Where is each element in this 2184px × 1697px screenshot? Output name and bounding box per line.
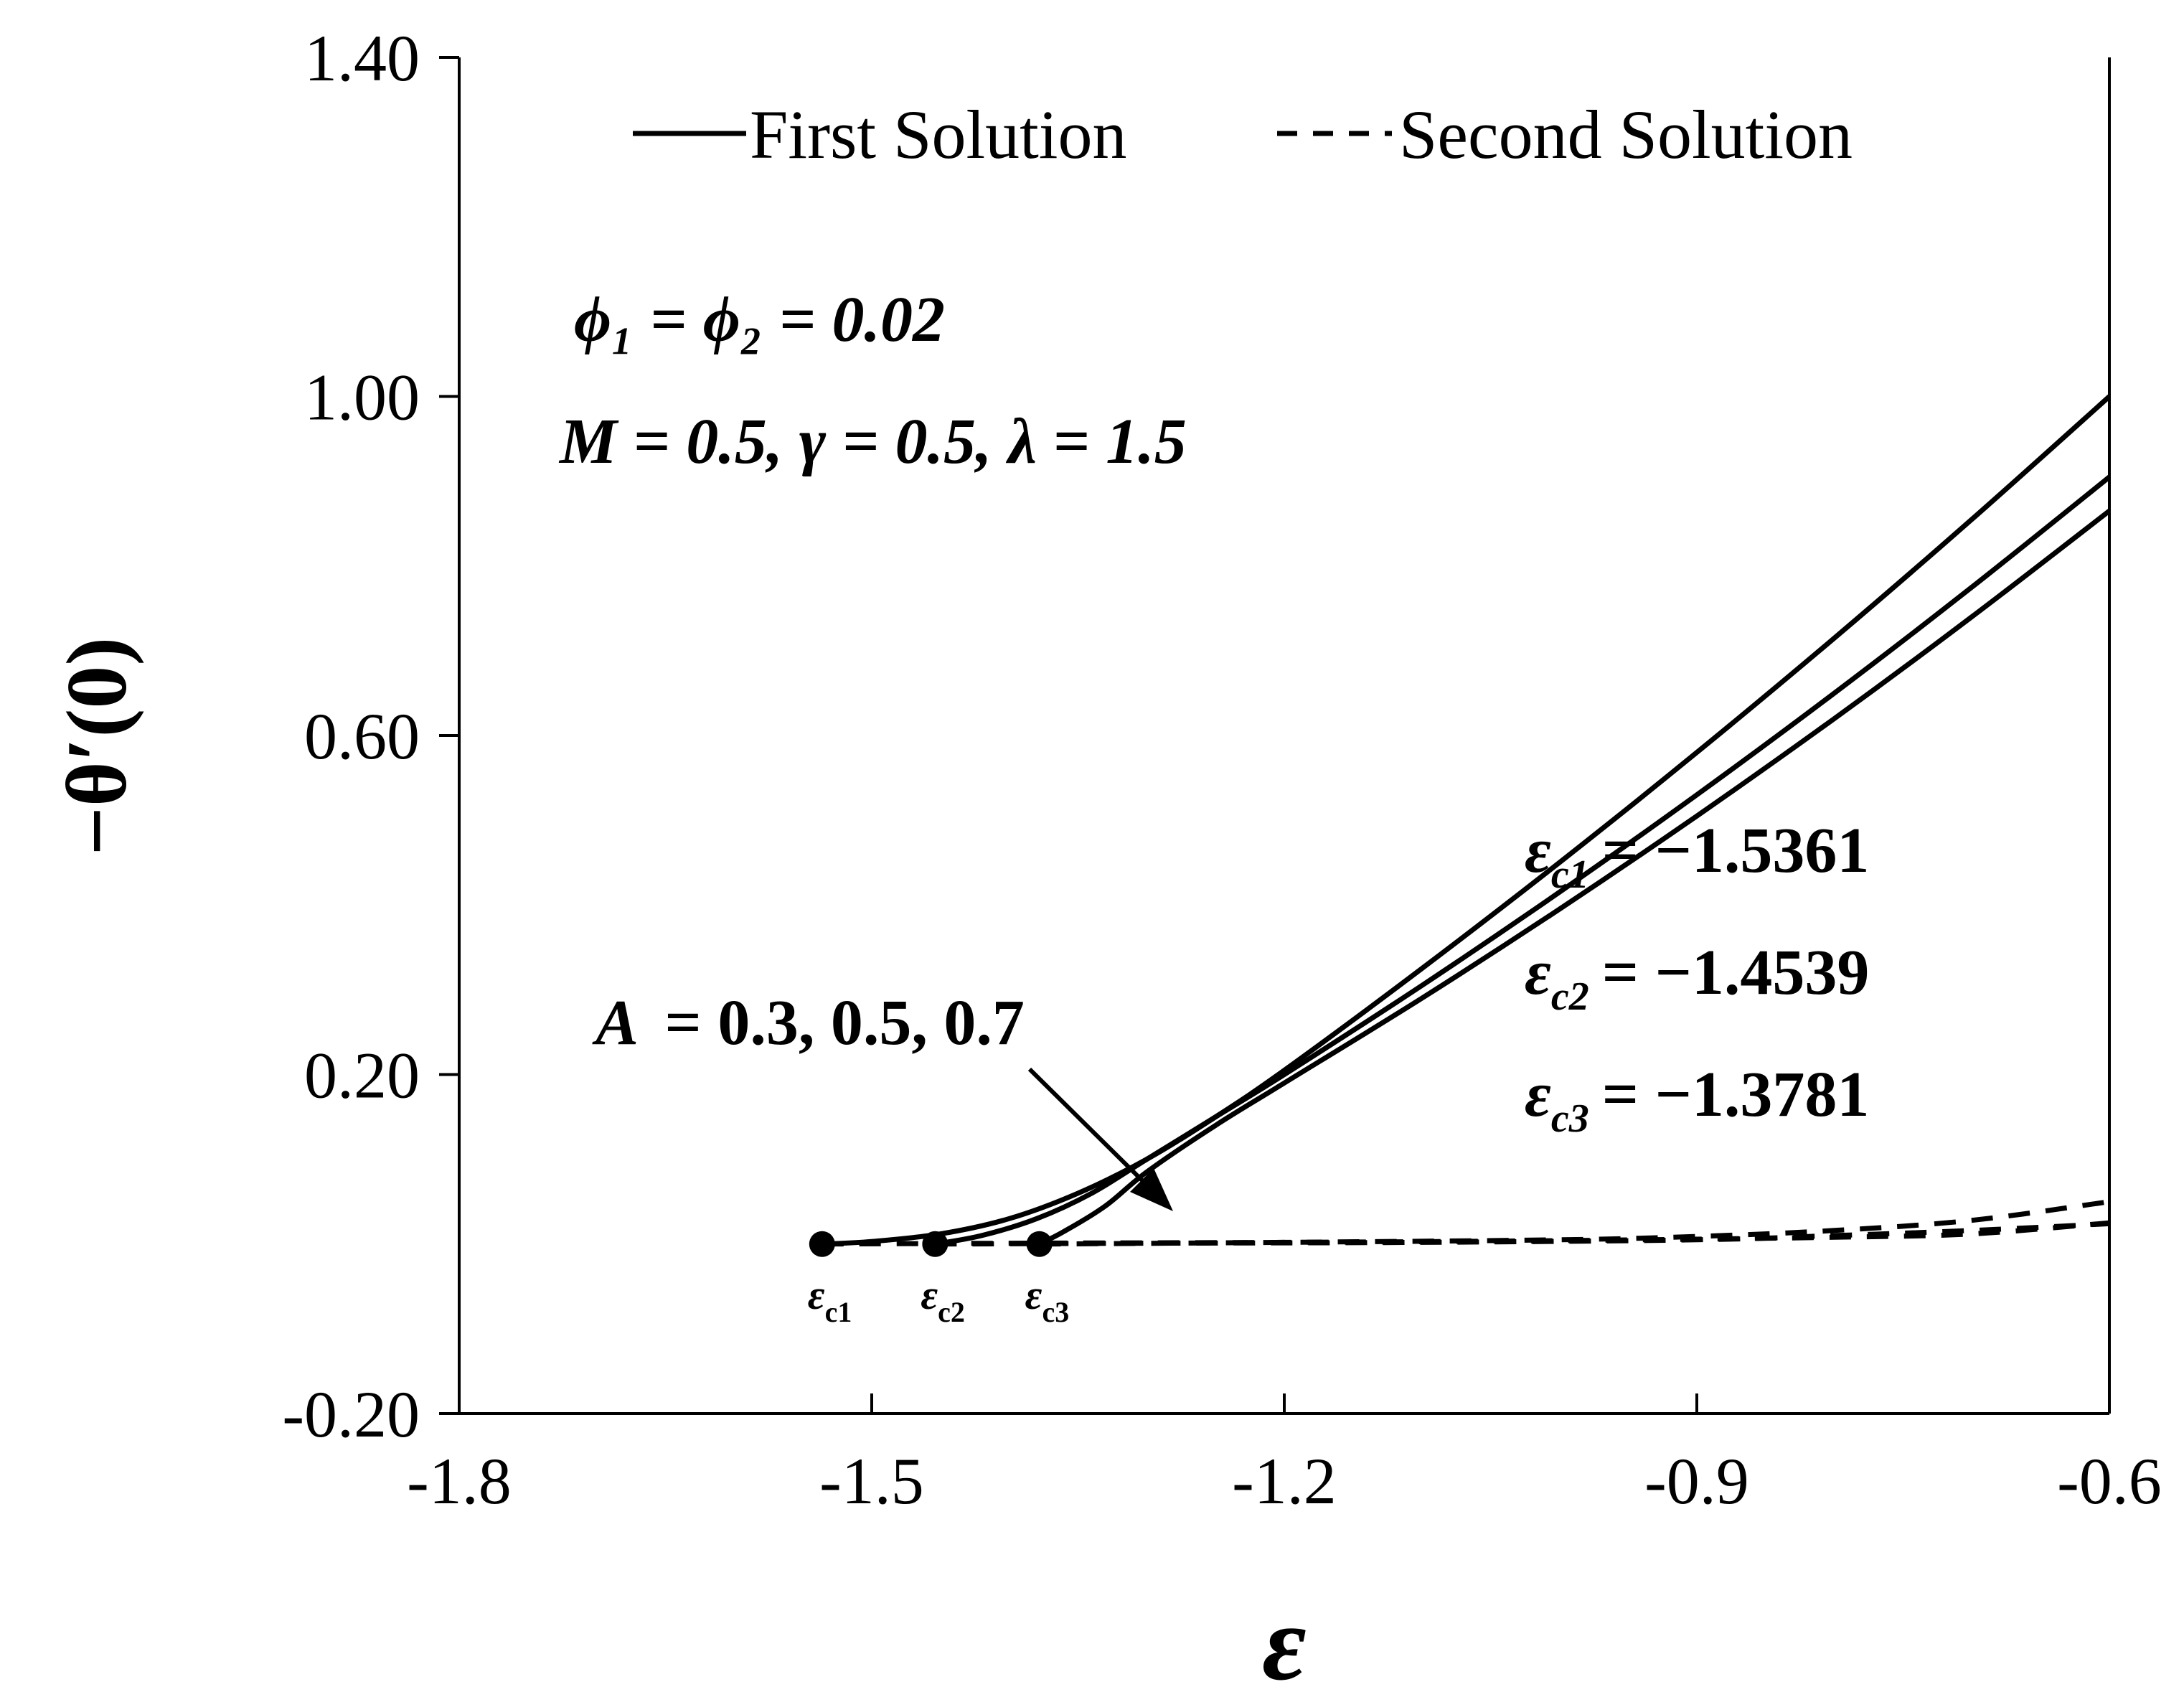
phi-annotation: ϕ₁ = ϕ₂ = 0.02 xyxy=(574,284,945,355)
critical-value-annotation: εc2 = −1.4539 xyxy=(1525,937,1869,1019)
x-tick-label: -1.5 xyxy=(819,1444,924,1518)
params-annotation: M = 0.5, γ = 0.5, λ = 1.5 xyxy=(558,406,1187,477)
x-tick-label: -0.9 xyxy=(1644,1444,1749,1518)
critical-points xyxy=(809,1231,1053,1257)
x-tick-label: -1.2 xyxy=(1232,1444,1337,1518)
critical-point-marker xyxy=(1026,1231,1053,1257)
critical-point-labels: εc1 εc2 εc3 xyxy=(808,1271,1069,1328)
critical-point-label: εc1 xyxy=(808,1271,852,1328)
y-tick-label: 1.00 xyxy=(304,361,420,434)
x-tick-label: -0.6 xyxy=(2057,1444,2162,1518)
a-annotation: A = 0.3, 0.5, 0.7 xyxy=(592,987,1025,1058)
first-solution-line xyxy=(1037,509,2109,1246)
a-values: = 0.3, 0.5, 0.7 xyxy=(665,987,1025,1058)
legend-first-label: First Solution xyxy=(750,96,1126,173)
y-tick-label: 0.20 xyxy=(304,1039,420,1112)
x-ticks: -1.8 -1.5 -1.2 -0.9 -0.6 xyxy=(407,1393,2162,1518)
a-symbol: A xyxy=(592,987,639,1058)
y-tick-label: 0.60 xyxy=(304,700,420,773)
critical-values-list: εc1 = −1.5361 εc2 = −1.4539 εc3 = −1.3781 xyxy=(1525,815,1869,1141)
critical-point-label: εc2 xyxy=(921,1271,965,1328)
legend-second-label: Second Solution xyxy=(1399,96,1853,173)
y-axis-label: −θ′(0) xyxy=(49,637,144,856)
a-arrow xyxy=(1027,1067,1173,1211)
x-axis-label: ε xyxy=(1262,1584,1307,1697)
first-solution-line xyxy=(934,474,2109,1247)
y-ticks: -0.20 0.20 0.60 1.00 1.40 xyxy=(282,22,459,1451)
second-solution-line xyxy=(1039,1199,2109,1247)
critical-value-annotation: εc1 = −1.5361 xyxy=(1525,815,1869,897)
first-solution-line xyxy=(822,394,2109,1247)
legend: First Solution Second Solution xyxy=(633,96,1853,173)
critical-point-marker xyxy=(922,1231,949,1257)
critical-point-label: εc3 xyxy=(1025,1271,1070,1328)
y-tick-label: 1.40 xyxy=(304,22,420,95)
y-tick-label: -0.20 xyxy=(282,1378,420,1451)
critical-point-marker xyxy=(809,1231,835,1257)
x-tick-label: -1.8 xyxy=(407,1444,512,1518)
critical-value-annotation: εc3 = −1.3781 xyxy=(1525,1059,1869,1141)
series-layer xyxy=(822,394,2109,1247)
